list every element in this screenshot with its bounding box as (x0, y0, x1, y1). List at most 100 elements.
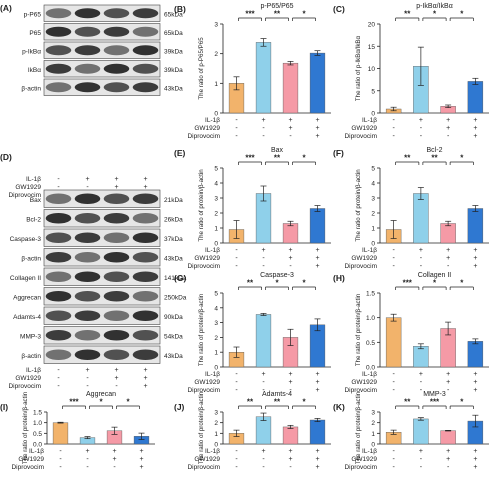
blot-row-label: P65 (29, 30, 41, 37)
condition-sign: - (420, 125, 423, 132)
blot-size-label: 43kDa (164, 256, 183, 263)
blot-row: Bcl-2 26kDa (26, 209, 183, 228)
y-tick-label: 5 (214, 166, 218, 173)
blot-band (45, 310, 72, 321)
panel-letter: (D) (0, 152, 12, 162)
blot-row: p-IkBα 39kDa (22, 41, 183, 59)
bar (413, 193, 429, 244)
bar-chart-panel: (G) Caspase-3 0 1 2 3 4 5 The ratio of protein/β… (174, 272, 331, 394)
condition-sign: - (235, 456, 238, 463)
blot-size-label: 65kDa (164, 11, 183, 18)
blot-strip (43, 248, 161, 267)
chart-title: Aggrecan (86, 391, 116, 398)
blot-band (74, 271, 101, 282)
condition-sign: + (446, 379, 450, 386)
condition-sign: - (262, 464, 265, 471)
y-tick-label: 2 (214, 335, 218, 342)
significance-brackets: ** * * (238, 279, 316, 290)
condition-table: IL-1β - + + +GW1929- - + +Diprovocim - - - + (187, 117, 319, 140)
condition-label: GW1929 (194, 379, 220, 386)
condition-sign: + (473, 125, 477, 132)
condition-sign: + (85, 448, 89, 455)
blot-strip (43, 23, 161, 41)
condition-sign: - (235, 464, 238, 471)
blot-band (132, 291, 159, 302)
condition-table: IL-1β - + + +GW1929- - + +Diprovocim - - - + (11, 448, 143, 471)
condition-sign: - (392, 456, 395, 463)
significance-label: * (460, 154, 464, 163)
chart-title: p-IkBα/IkBα (416, 3, 453, 10)
y-tick-label: 0 (214, 111, 218, 118)
condition-label: Diprovocim (187, 387, 220, 394)
blot-strip (43, 228, 161, 247)
condition-sign: - (392, 133, 395, 140)
blot-size-label: 26kDa (164, 217, 183, 224)
condition-sign: + (315, 379, 319, 386)
blot-band (45, 213, 72, 224)
condition-sign: - (235, 379, 238, 386)
y-tick-label: 3 (214, 196, 218, 203)
y-tick-label: 3 (214, 22, 218, 29)
condition-sign: + (315, 456, 319, 463)
condition-sign: - (392, 125, 395, 132)
condition-sign: + (446, 448, 450, 455)
blot-strip (43, 189, 161, 208)
condition-sign: + (315, 255, 319, 262)
blot-band (103, 63, 130, 74)
condition-label: Diprovocim (344, 464, 377, 471)
blot-band (74, 63, 101, 74)
condition-label: GW1929 (15, 184, 41, 191)
chart-title: p-P65/P65 (260, 3, 293, 10)
blot-band (103, 330, 130, 341)
significance-label: * (433, 10, 437, 19)
condition-label: GW1929 (18, 456, 44, 463)
significance-label: * (302, 398, 306, 407)
blot-row-label: β-actin (21, 85, 41, 92)
significance-label: ** (431, 154, 438, 163)
y-tick-label: 4 (214, 181, 218, 188)
condition-sign: + (288, 247, 292, 254)
y-axis-label: The ratio of protein/β-actin (198, 293, 205, 366)
panel-letter: (C) (333, 4, 345, 14)
condition-sign: - (262, 263, 265, 270)
condition-sign: - (420, 456, 423, 463)
significance-label: *** (69, 398, 79, 407)
blot-row: Aggrecan 250kDa (13, 287, 187, 306)
y-axis-label: The ratio of protein/β-actin (355, 169, 362, 242)
y-tick-label: 20 (368, 22, 376, 29)
blot-row-label: p-P65 (24, 11, 42, 18)
condition-sign: - (289, 464, 292, 471)
bar (309, 419, 326, 445)
y-axis-label: The ratio of p-IkBα/IkBα (355, 35, 362, 101)
y-tick-label: 0 (214, 365, 218, 372)
blot-size-label: 39kDa (164, 67, 183, 74)
bar (467, 81, 484, 114)
condition-label: IL-1β (26, 176, 41, 183)
condition-label: GW1929 (194, 456, 220, 463)
blot-band (74, 291, 101, 302)
condition-label: GW1929 (15, 375, 41, 382)
condition-sign: - (392, 464, 395, 471)
condition-sign: - (59, 448, 62, 455)
condition-label: Diprovocim (187, 263, 220, 270)
condition-sign: + (446, 371, 450, 378)
condition-sign: + (315, 448, 319, 455)
blot-band (132, 213, 159, 224)
bar (309, 324, 326, 368)
condition-sign: + (473, 133, 477, 140)
y-tick-label: 1 (214, 431, 218, 438)
condition-label: GW1929 (194, 255, 220, 262)
significance-label: * (275, 279, 279, 288)
condition-label: GW1929 (351, 255, 377, 262)
condition-sign: + (261, 448, 265, 455)
condition-sign: + (473, 255, 477, 262)
condition-sign: + (139, 448, 143, 455)
panel-letter: (E) (174, 148, 186, 158)
bar (309, 208, 326, 244)
condition-label: Diprovocim (344, 263, 377, 270)
condition-sign: - (392, 371, 395, 378)
y-tick-label: 15 (368, 44, 376, 51)
condition-table: IL-1β - + + +GW1929- - + +Diprovocim - - - + (344, 371, 477, 394)
panel-letter: (F) (333, 148, 344, 158)
